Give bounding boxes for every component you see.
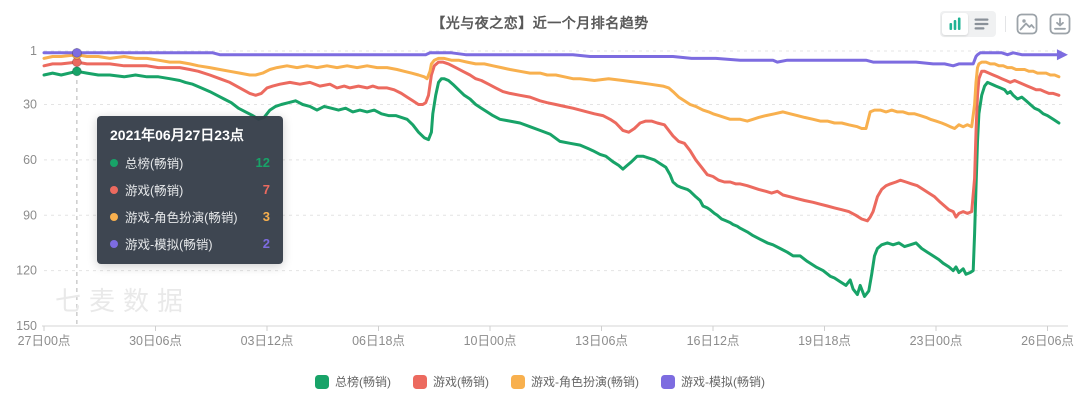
legend-label: 游戏(畅销) <box>433 375 489 389</box>
tooltip-series-name: 游戏-角色扮演(畅销) <box>125 211 238 225</box>
legend: 总榜(畅销) 游戏(畅销) 游戏-角色扮演(畅销) 游戏-模拟(畅销) <box>0 373 1080 390</box>
list-view-button[interactable] <box>968 13 994 35</box>
series-dot-icon <box>110 212 118 221</box>
tooltip-title: 2021年06月27日23点 <box>110 127 244 143</box>
legend-item-0[interactable]: 总榜(畅销) <box>315 373 391 390</box>
chart-title: 【光与夜之恋】近一个月排名趋势 <box>431 15 649 31</box>
chart-tooltip: 2021年06月27日23点 总榜(畅销) 12 游戏(畅销) 7 游戏-角色扮演(畅销… <box>97 116 283 264</box>
chart-view-button[interactable] <box>942 13 968 35</box>
download-button[interactable] <box>1048 12 1072 36</box>
y-tick-label: 150 <box>16 319 37 333</box>
series-end-arrow <box>1056 49 1068 61</box>
series-line-2 <box>42 53 1061 130</box>
download-icon <box>1049 13 1071 35</box>
legend-swatch-icon <box>661 374 675 389</box>
legend-item-3[interactable]: 游戏-模拟(畅销) <box>661 373 765 390</box>
tooltip-series-name: 游戏(畅销) <box>125 184 184 198</box>
x-tick-label: 13日06点 <box>575 334 628 348</box>
x-tick-label: 19日18点 <box>798 334 851 348</box>
y-tick-label: 60 <box>23 153 37 167</box>
x-tick-label: 27日00点 <box>18 334 71 348</box>
x-tick-label: 23日00点 <box>910 334 963 348</box>
tooltip-row: 总榜(畅销) 12 <box>110 153 270 172</box>
legend-swatch-icon <box>511 374 525 389</box>
controls-divider <box>1005 16 1006 32</box>
tooltip-series-name: 总榜(畅销) <box>125 157 184 171</box>
export-image-button[interactable] <box>1015 12 1039 36</box>
y-tick-label: 90 <box>23 208 37 222</box>
image-icon <box>1016 13 1038 35</box>
chart-controls <box>940 11 1072 37</box>
y-tick-label: 30 <box>23 98 37 112</box>
series-dot-icon <box>110 158 118 167</box>
watermark: 七麦数据 <box>55 286 192 316</box>
tooltip-row: 游戏(畅销) 7 <box>110 180 270 199</box>
tooltip-row: 游戏-模拟(畅销) 2 <box>110 234 270 253</box>
y-tick-label: 120 <box>16 264 37 278</box>
x-tick-label: 10日00点 <box>464 334 517 348</box>
x-tick-label: 26日06点 <box>1021 334 1074 348</box>
list-icon <box>974 18 988 30</box>
tooltip-series-value: 2 <box>262 236 270 251</box>
y-tick-label: 1 <box>30 44 37 58</box>
tooltip-series-value: 3 <box>262 209 270 224</box>
legend-item-2[interactable]: 游戏-角色扮演(畅销) <box>511 373 639 390</box>
legend-label: 游戏-角色扮演(畅销) <box>531 375 639 389</box>
series-dot-icon <box>110 185 118 194</box>
x-tick-label: 16日12点 <box>687 334 740 348</box>
hover-marker <box>71 47 82 58</box>
view-toggle <box>940 11 996 37</box>
tooltip-series-value: 12 <box>255 155 270 170</box>
legend-item-1[interactable]: 游戏(畅销) <box>413 373 489 390</box>
legend-swatch-icon <box>315 374 329 389</box>
x-tick-label: 06日18点 <box>352 334 405 348</box>
bar-chart-icon <box>949 17 961 30</box>
series-line-1 <box>42 60 1061 223</box>
series-dot-icon <box>110 239 118 248</box>
legend-label: 总榜(畅销) <box>335 375 391 389</box>
tooltip-series-name: 游戏-模拟(畅销) <box>125 238 213 252</box>
series-line-3 <box>42 51 1061 68</box>
tooltip-series-value: 7 <box>262 182 270 197</box>
x-tick-label: 03日12点 <box>241 334 294 348</box>
legend-label: 游戏-模拟(畅销) <box>681 375 765 389</box>
series-line-0 <box>42 69 1061 298</box>
hover-marker <box>71 66 82 77</box>
legend-swatch-icon <box>413 374 427 389</box>
tooltip-rows: 总榜(畅销) 12 游戏(畅销) 7 游戏-角色扮演(畅销) 3 游戏-模拟(畅销) 2 <box>110 153 270 253</box>
x-tick-label: 30日06点 <box>129 334 182 348</box>
tooltip-row: 游戏-角色扮演(畅销) 3 <box>110 207 270 226</box>
